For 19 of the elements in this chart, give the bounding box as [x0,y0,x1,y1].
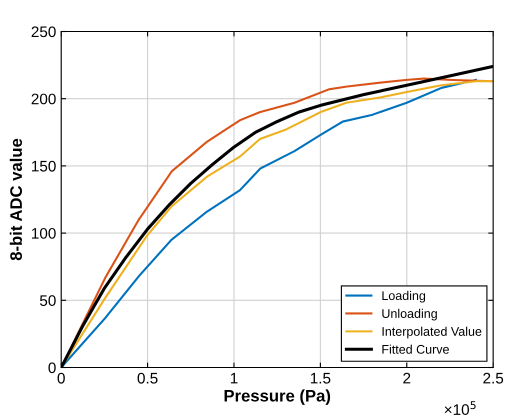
y-tick-label: 200 [32,94,56,104]
y-tick-label: 250 [32,26,56,38]
legend-label: Loading [382,290,426,303]
x-tick-label: 0 [58,372,65,384]
legend-label: Interpolated Value [382,326,482,338]
text: ×10$^{5}$ [444,401,476,416]
y-tick-label: 0 [48,362,56,374]
x-tick-label: 1.5 [310,372,330,384]
y-tick-label: 100 [32,228,56,239]
y-axis-title: 8-bit ADC value [10,138,22,260]
x-axis-title: Pressure (Pa) [224,389,330,405]
y-tick-label: 150 [32,160,56,172]
legend-label: Fitted Curve [382,344,449,354]
x-tick-label: 1 [230,372,238,384]
x-tick-label: 2.5 [483,372,504,384]
x-tick-label: 2 [403,372,410,384]
x-tick-label: 0.5 [138,372,158,384]
legend-label: Unloading [382,308,437,320]
y-tick-label: 50 [40,295,56,306]
